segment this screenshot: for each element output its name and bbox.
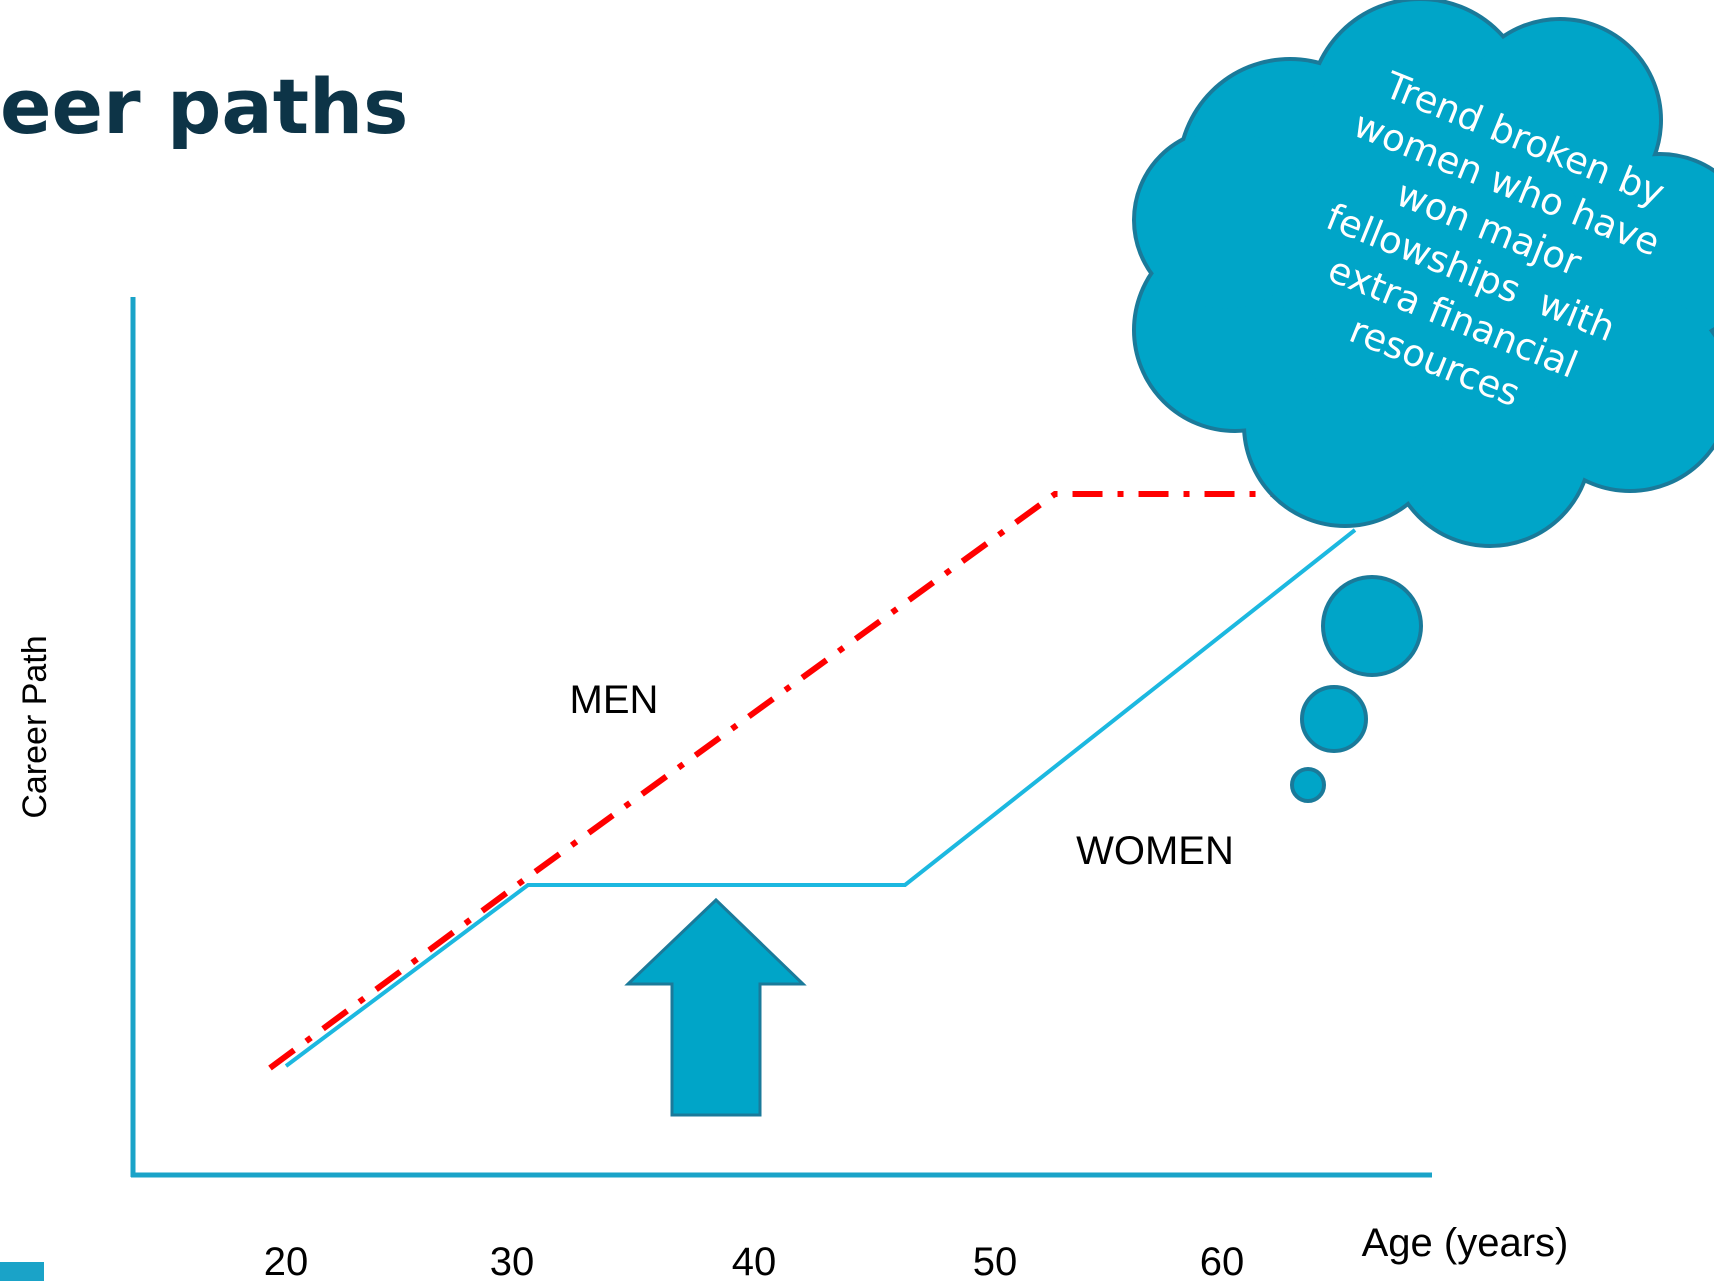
thought-bubble — [1323, 577, 1421, 675]
women-label: WOMEN — [1076, 829, 1234, 873]
slide-title: eer paths — [0, 62, 408, 151]
x-tick-label: 50 — [973, 1240, 1018, 1281]
x-axis-label: Age (years) — [1362, 1221, 1569, 1265]
x-tick-label: 20 — [264, 1240, 309, 1281]
x-tick-label: 30 — [490, 1240, 535, 1281]
corner-decoration — [0, 1262, 44, 1281]
y-axis-label: Career Path — [16, 635, 54, 818]
thought-bubble — [1292, 769, 1324, 801]
slide: eer paths Career Path Age (years) 20 30 40… — [0, 0, 1714, 1281]
x-tick-label: 40 — [732, 1240, 777, 1281]
men-label: MEN — [570, 678, 659, 722]
x-tick-label: 60 — [1200, 1240, 1245, 1281]
thought-bubble — [1302, 687, 1366, 751]
